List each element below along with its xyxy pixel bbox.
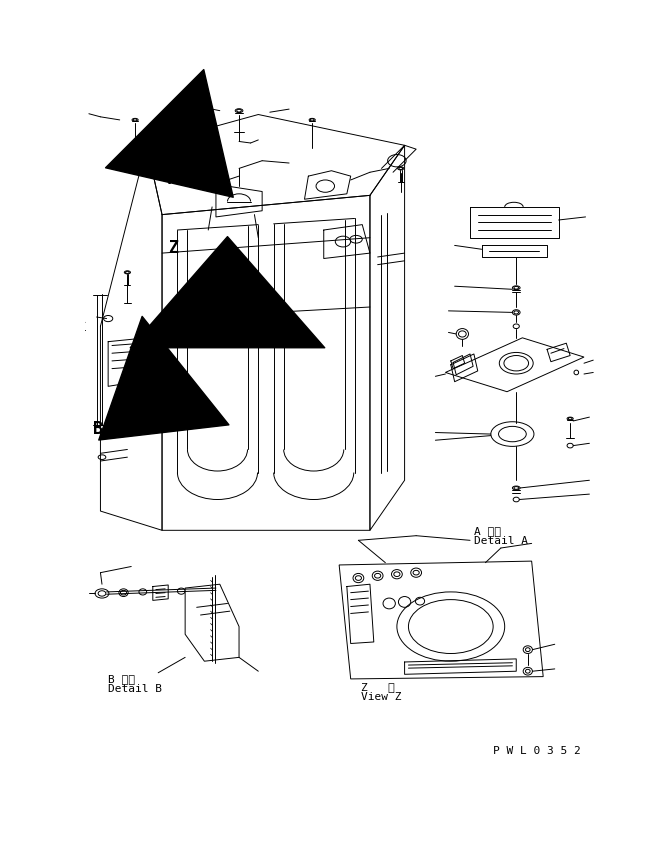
Text: A 詳細: A 詳細: [474, 526, 501, 536]
Text: B 詳細: B 詳細: [108, 674, 135, 684]
Text: Detail B: Detail B: [108, 684, 162, 694]
Text: A: A: [168, 170, 178, 188]
Text: Z   視: Z 視: [361, 682, 394, 692]
Polygon shape: [339, 561, 543, 679]
Polygon shape: [185, 584, 239, 662]
Text: Z: Z: [168, 239, 178, 257]
Text: Detail A: Detail A: [474, 536, 528, 547]
Polygon shape: [446, 338, 584, 392]
Text: P W L 0 3 5 2: P W L 0 3 5 2: [493, 746, 581, 756]
Text: B: B: [93, 420, 103, 438]
Text: View Z: View Z: [361, 692, 402, 702]
